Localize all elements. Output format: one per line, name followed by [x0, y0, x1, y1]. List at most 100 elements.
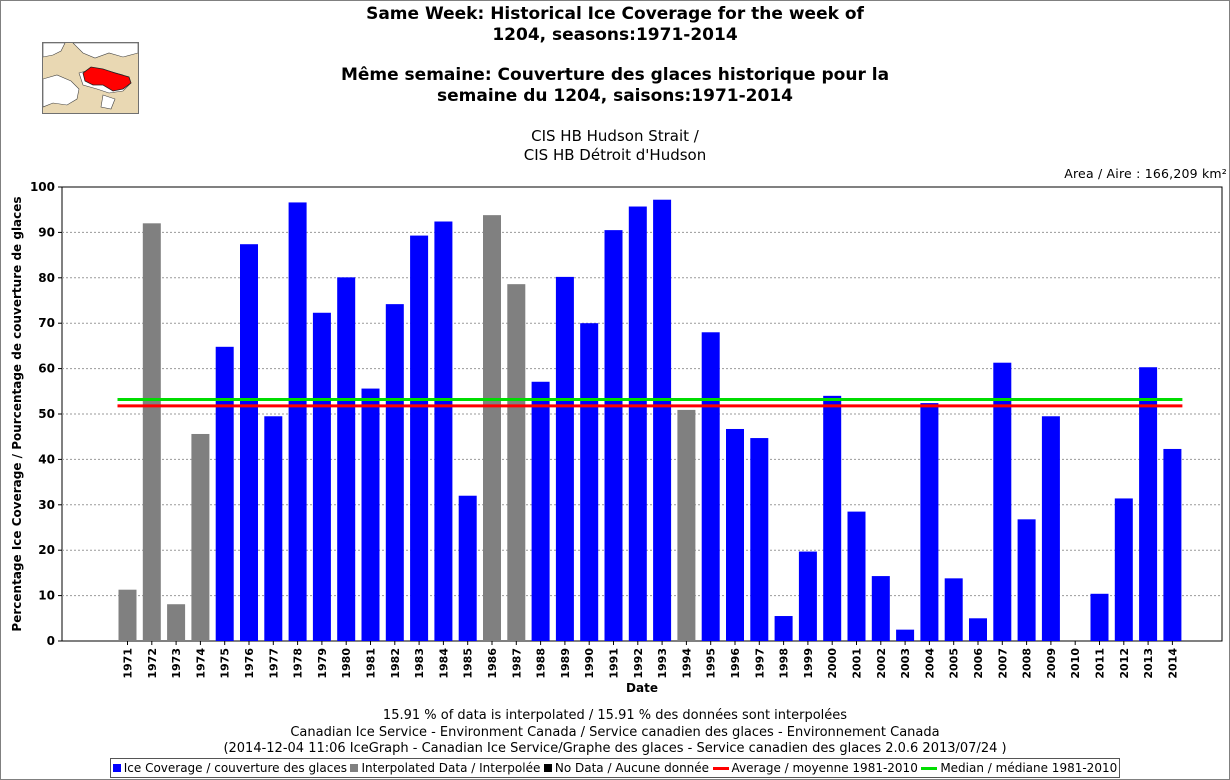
x-tick-label: 2003	[899, 648, 912, 679]
x-tick-label: 1979	[316, 648, 329, 679]
bar-1990	[580, 323, 599, 641]
x-tick-label: 1977	[267, 648, 280, 679]
bar-1979	[312, 312, 331, 641]
x-tick-label: 2014	[1166, 648, 1179, 679]
legend-swatch	[543, 764, 552, 772]
bar-1971	[118, 589, 137, 641]
region-subtitle: CIS HB Hudson Strait / CIS HB Détroit d'…	[0, 127, 1230, 165]
y-axis-label: Percentage Ice Coverage / Pourcentage de…	[10, 196, 24, 631]
bar-2013	[1139, 367, 1158, 641]
y-tick-label: 60	[38, 362, 55, 376]
legend-item: Median / médiane 1981-2010	[921, 761, 1117, 775]
chart-title-fr: Même semaine: Couverture des glaces hist…	[0, 65, 1230, 107]
x-tick-label: 1990	[583, 648, 596, 679]
bar-2002	[871, 576, 890, 641]
y-tick-label: 90	[38, 225, 55, 239]
x-tick-label: 1980	[340, 648, 353, 679]
x-tick-label: 2012	[1118, 648, 1131, 679]
bar-1972	[142, 223, 161, 641]
generator-info: (2014-12-04 11:06 IceGraph - Canadian Ic…	[223, 741, 1007, 756]
bar-2003	[896, 629, 915, 641]
bar-1995	[701, 332, 720, 641]
bar-1985	[458, 495, 477, 641]
x-tick-label: 1997	[753, 648, 766, 679]
x-tick-label: 1993	[656, 648, 669, 679]
x-tick-label: 1991	[608, 648, 621, 679]
x-tick-label: 1994	[680, 648, 693, 679]
bar-1993	[653, 199, 672, 641]
bar-2000	[823, 395, 842, 641]
x-tick-label: 1971	[122, 648, 135, 679]
legend-swatch	[350, 764, 359, 772]
bar-1987	[507, 284, 526, 641]
x-tick-label: 1988	[535, 648, 548, 679]
bar-1983	[410, 235, 429, 641]
interpolation-note: 15.91 % of data is interpolated / 15.91 …	[382, 708, 848, 723]
x-tick-label: 1999	[802, 648, 815, 679]
legend-item: Interpolated Data / Interpolée	[350, 761, 540, 775]
legend-label: No Data / Aucune donnée	[554, 761, 710, 775]
legend-label: Average / moyenne 1981-2010	[731, 761, 918, 775]
x-tick-label: 1973	[170, 648, 183, 679]
region-name-fr: CIS HB Détroit d'Hudson	[523, 146, 707, 164]
bar-1996	[726, 428, 744, 641]
bar-1974	[191, 433, 210, 641]
x-tick-label: 2010	[1069, 648, 1082, 679]
title-fr-line1: Même semaine: Couverture des glaces hist…	[340, 65, 890, 85]
y-tick-label: 0	[47, 634, 55, 648]
legend: Ice Coverage / couverture des glaces Inte…	[110, 758, 1120, 778]
x-tick-label: 2002	[875, 648, 888, 679]
region-map-thumbnail	[42, 42, 139, 114]
bar-1989	[555, 276, 574, 641]
x-tick-label: 1985	[462, 648, 475, 679]
x-tick-label: 2006	[972, 648, 985, 679]
bar-1980	[337, 277, 356, 641]
x-tick-label: 1978	[292, 648, 305, 679]
y-axis-ticks: 0 10 20 30 40 50 60 70 80 90 100	[30, 180, 62, 648]
legend-item: Average / moyenne 1981-2010	[712, 761, 918, 775]
x-tick-label: 2001	[851, 648, 864, 679]
bar-1992	[628, 206, 647, 641]
source-credit: Canadian Ice Service - Environment Canad…	[290, 725, 940, 740]
title-en-line1: Same Week: Historical Ice Coverage for t…	[366, 4, 864, 24]
x-tick-label: 2004	[923, 648, 936, 679]
bar-2006	[969, 618, 987, 641]
bar-1999	[798, 551, 817, 641]
reference-lines	[117, 397, 1183, 408]
x-axis-label: Date	[626, 681, 658, 695]
area-label: Area / Aire : 166,209 km²	[1064, 166, 1227, 181]
region-name-en: CIS HB Hudson Strait /	[531, 127, 699, 145]
y-tick-label: 70	[38, 316, 55, 330]
x-tick-label: 2009	[1045, 648, 1058, 679]
bar-2004	[920, 403, 939, 641]
bars-group	[118, 199, 1182, 642]
x-tick-label: 1992	[632, 648, 645, 679]
x-tick-label: 1998	[778, 648, 791, 679]
bar-1973	[167, 604, 186, 641]
bar-1986	[483, 215, 501, 641]
title-fr-line2: semaine du 1204, saisons:1971-2014	[436, 86, 793, 106]
y-tick-label: 80	[38, 271, 55, 285]
bar-1981	[361, 388, 380, 641]
legend-item: Ice Coverage / couverture des glaces	[112, 761, 347, 775]
x-tick-label: 1976	[243, 648, 256, 679]
bar-2011	[1090, 593, 1109, 641]
y-tick-label: 30	[38, 498, 55, 512]
bar-1975	[215, 346, 234, 641]
y-tick-label: 40	[38, 452, 55, 466]
bar-2007	[993, 362, 1012, 641]
x-tick-label: 1996	[729, 648, 742, 679]
x-tick-label: 1989	[559, 648, 572, 679]
bar-1978	[288, 202, 307, 641]
chart-title-en: Same Week: Historical Ice Coverage for t…	[0, 4, 1230, 46]
legend-swatch	[112, 764, 121, 772]
y-tick-label: 20	[38, 543, 55, 557]
region-map-graphic	[43, 43, 138, 113]
bar-2009	[1041, 416, 1060, 641]
legend-label: Interpolated Data / Interpolée	[361, 761, 541, 775]
bar-2014	[1163, 448, 1182, 641]
x-tick-label: 1986	[486, 648, 499, 679]
bar-1994	[677, 409, 696, 641]
x-tick-label: 1975	[219, 648, 232, 679]
